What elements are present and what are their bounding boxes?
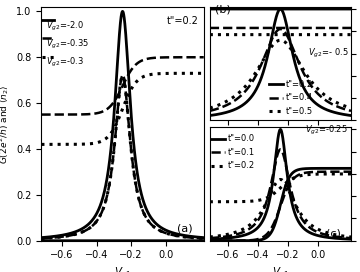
Text: t"=0.2: t"=0.2 [228, 161, 255, 170]
Y-axis label: $G(2e^2/h)$ and $\langle n_2 \rangle$: $G(2e^2/h)$ and $\langle n_2 \rangle$ [0, 84, 11, 163]
Text: $V_{g2}$=-0.3: $V_{g2}$=-0.3 [46, 56, 84, 69]
Text: t"=0.1: t"=0.1 [228, 148, 255, 157]
Text: $V_{g2}$=- 0.5: $V_{g2}$=- 0.5 [307, 47, 348, 60]
Text: t"=0.2: t"=0.2 [167, 16, 199, 26]
Text: $V_{g2}$=-2.0: $V_{g2}$=-2.0 [46, 19, 84, 33]
Text: (b): (b) [216, 4, 231, 14]
Text: t"=0.2: t"=0.2 [286, 79, 313, 88]
Text: t"=0.5: t"=0.5 [286, 107, 313, 116]
Text: (a): (a) [177, 223, 192, 233]
Text: $V_{g2}$=-0.25: $V_{g2}$=-0.25 [305, 124, 348, 137]
Text: (c): (c) [326, 228, 341, 238]
X-axis label: $V_{g1}$: $V_{g1}$ [114, 266, 131, 272]
Text: $V_{g2}$=-0.35: $V_{g2}$=-0.35 [46, 38, 89, 51]
X-axis label: $V_{g1}$: $V_{g1}$ [271, 266, 289, 272]
Text: t"=0.0: t"=0.0 [228, 134, 255, 143]
Text: t"=0.4: t"=0.4 [286, 93, 313, 102]
